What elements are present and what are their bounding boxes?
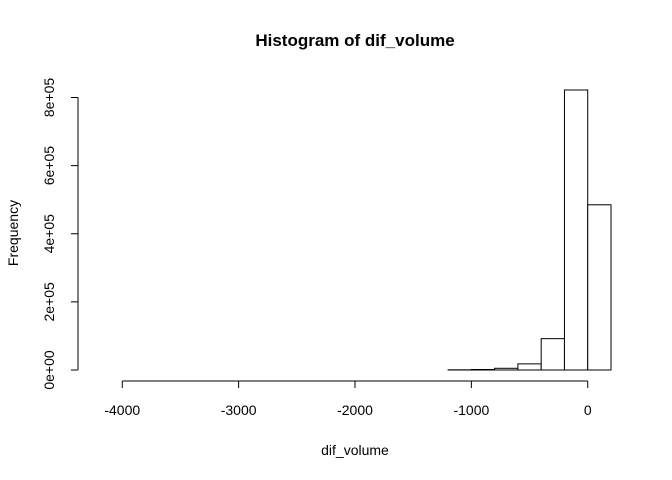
y-axis: 0e+00 2e+05 4e+05 6e+05 8e+05	[41, 78, 79, 390]
y-tick-label-4: 8e+05	[41, 78, 57, 118]
y-tick-label-0: 0e+00	[41, 350, 57, 390]
histogram-bar-20	[563, 89, 589, 371]
chart-title: Histogram of dif_volume	[255, 31, 454, 50]
histogram-bar-16	[470, 368, 496, 371]
x-axis: -4000 -3000 -2000 -1000 0	[104, 380, 592, 418]
x-tick-label-4: 0	[584, 402, 592, 418]
y-tick-label-3: 6e+05	[41, 146, 57, 186]
histogram-bar-18	[517, 363, 542, 371]
histogram-bar-21	[587, 204, 612, 371]
y-tick-label-1: 2e+05	[41, 282, 57, 322]
x-tick-label-0: -4000	[104, 402, 140, 418]
x-tick-label-3: -1000	[453, 402, 489, 418]
histogram-bar-17	[494, 367, 519, 371]
x-tick-label-2: -2000	[337, 402, 373, 418]
bars-group	[447, 89, 612, 371]
x-tick-label-1: -3000	[221, 402, 257, 418]
y-axis-label: Frequency	[5, 200, 21, 266]
y-tick-label-2: 4e+05	[41, 214, 57, 254]
x-axis-label: dif_volume	[321, 442, 389, 458]
histogram-bar-19	[540, 338, 565, 371]
